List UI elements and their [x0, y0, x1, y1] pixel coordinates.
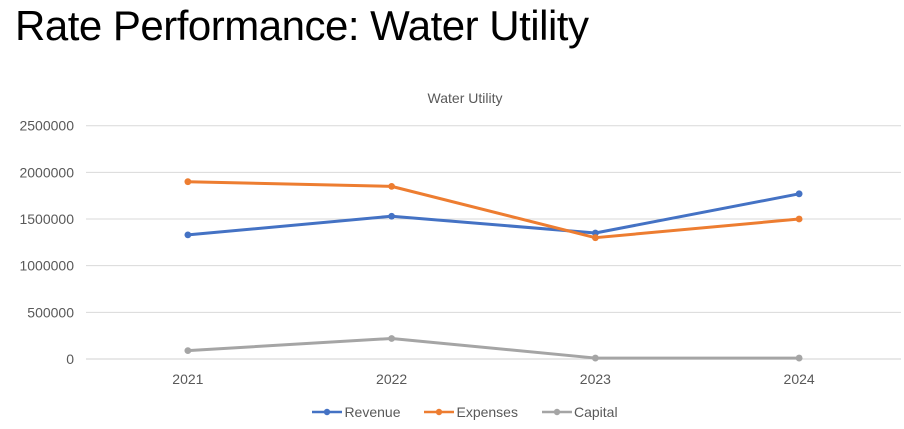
data-point-capital-2024	[795, 354, 803, 362]
chart-legend: Revenue Expenses Capital	[26, 403, 904, 421]
series-line-expenses	[186, 180, 801, 240]
data-point-revenue-2021	[184, 231, 192, 239]
y-tick-label-2500000: 2500000	[19, 118, 74, 134]
x-tick-label-2024: 2024	[784, 371, 815, 387]
y-tick-label-2000000: 2000000	[19, 164, 74, 180]
data-point-capital-2023	[591, 354, 599, 362]
legend-label-expenses: Expenses	[456, 404, 518, 420]
x-tick-label-2022: 2022	[376, 371, 407, 387]
legend-item-capital: Capital	[541, 404, 618, 420]
data-point-expenses-2022	[388, 182, 396, 190]
legend-marker-expenses-icon	[424, 408, 455, 416]
y-tick-label-1500000: 1500000	[19, 211, 74, 227]
legend-label-revenue: Revenue	[344, 404, 401, 420]
data-point-revenue-2024	[795, 190, 803, 198]
x-tick-label-2021: 2021	[172, 371, 203, 387]
chart-title: Water Utility	[427, 90, 503, 106]
series-line-capital	[186, 336, 801, 360]
data-point-expenses-2021	[184, 178, 192, 186]
y-tick-label-500000: 500000	[27, 304, 74, 320]
data-point-revenue-2023	[591, 229, 599, 237]
series-line-revenue	[186, 192, 801, 237]
y-tick-label-0: 0	[66, 351, 74, 367]
y-tick-label-1000000: 1000000	[19, 258, 74, 274]
legend-item-revenue: Revenue	[312, 404, 400, 420]
legend-item-expenses: Expenses	[424, 404, 518, 420]
legend-label-capital: Capital	[573, 404, 618, 420]
data-point-capital-2022	[388, 335, 396, 342]
data-point-expenses-2024	[795, 215, 803, 223]
data-point-revenue-2022	[388, 212, 396, 220]
x-tick-label-2023: 2023	[580, 371, 611, 387]
legend-marker-capital-icon	[541, 408, 572, 416]
data-point-expenses-2023	[591, 234, 599, 242]
slide-title: Rate Performance: Water Utility	[15, 2, 589, 49]
legend-marker-revenue-icon	[312, 408, 343, 416]
data-point-capital-2021	[184, 347, 192, 355]
